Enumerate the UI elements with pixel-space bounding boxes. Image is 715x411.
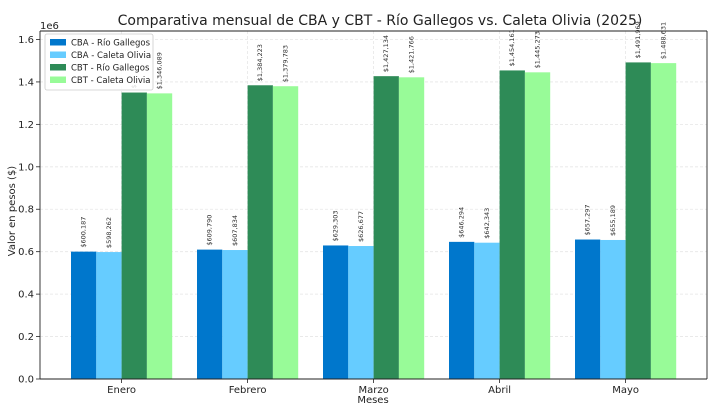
legend-swatch <box>50 51 66 58</box>
data-label: $600,187 <box>80 217 88 248</box>
bar <box>121 92 147 379</box>
legend: CBA - Río Gallegos CBA - Caleta Olivia CBT… <box>44 33 154 91</box>
x-tick-label: Abril <box>488 385 511 396</box>
bar <box>247 85 273 380</box>
data-label: $598,262 <box>105 217 113 248</box>
bar <box>474 242 500 379</box>
y-axis-label: Valor en pesos ($) <box>7 166 18 257</box>
data-label: $1,488,631 <box>660 22 668 59</box>
data-label: $607,834 <box>231 215 239 246</box>
data-labels: $600,187 $609,790 $629,303 $646,294 $657,297… <box>80 21 668 248</box>
legend-box <box>44 33 154 91</box>
bar <box>222 250 248 379</box>
bar <box>323 245 349 379</box>
x-tick-label: Enero <box>107 385 136 396</box>
data-label: $1,427,134 <box>382 35 390 72</box>
x-tick-label: Mayo <box>612 385 639 396</box>
y-tick-label: 0.4 <box>18 290 34 301</box>
data-label: $1,454,161 <box>508 29 516 66</box>
legend-swatch <box>50 76 66 83</box>
bar <box>348 246 374 379</box>
y-tick-label: 0.8 <box>18 205 34 216</box>
bar <box>524 72 551 379</box>
y-tick-label: 1.6 <box>18 35 34 46</box>
bar <box>373 76 399 379</box>
y-tick-label: 0.0 <box>18 375 34 386</box>
data-label: $1,384,223 <box>256 44 264 81</box>
bar <box>146 93 173 379</box>
y-tick-label: 1.0 <box>18 162 34 173</box>
legend-entry: CBT - Caleta Olivia <box>71 76 150 86</box>
legend-entry: CBA - Río Gallegos <box>71 39 151 49</box>
data-label: $646,294 <box>458 207 466 238</box>
legend-swatch <box>50 39 66 46</box>
data-label: $609,790 <box>206 215 214 246</box>
data-label: $626,677 <box>357 211 365 242</box>
legend-entry: CBT - Río Gallegos <box>71 64 150 74</box>
bar <box>600 239 626 379</box>
data-label: $657,297 <box>584 205 592 236</box>
y-tick-label: 1.2 <box>18 120 34 131</box>
legend-swatch <box>50 64 66 71</box>
data-label: $629,303 <box>332 210 340 241</box>
data-label: $655,189 <box>609 205 617 236</box>
chart-title: Comparativa mensual de CBA y CBT - Río G… <box>118 13 643 29</box>
bar <box>499 70 525 379</box>
data-label: $1,445,273 <box>534 31 542 68</box>
x-tick-label: Febrero <box>229 385 267 396</box>
bar <box>96 252 122 379</box>
bar <box>272 86 299 379</box>
x-tick-label: Marzo <box>358 385 388 396</box>
y-tick-label: 0.2 <box>18 332 34 343</box>
y-axis-scale-note: 1e6 <box>40 21 59 32</box>
data-label: $1,379,783 <box>282 45 290 82</box>
data-label: $1,346,089 <box>156 52 164 89</box>
bar <box>197 249 223 379</box>
axes: 0.0 0.2 0.4 0.6 0.8 1.0 1.2 1.4 1.6 Enero Febrero M… <box>18 30 708 396</box>
bar <box>398 77 425 379</box>
y-tick-label: 1.4 <box>18 77 34 88</box>
bars <box>71 62 677 380</box>
x-axis-label: Meses <box>357 395 388 406</box>
legend-entry: CBA - Caleta Olivia <box>71 51 151 61</box>
bar <box>449 241 475 379</box>
data-label: $1,421,766 <box>408 36 416 73</box>
bar <box>575 239 601 379</box>
bar <box>71 251 97 379</box>
bar <box>625 62 651 379</box>
bar <box>650 63 677 380</box>
y-tick-label: 0.6 <box>18 247 34 258</box>
data-label: $1,491,969 <box>634 21 642 58</box>
data-label: $642,343 <box>483 208 491 239</box>
